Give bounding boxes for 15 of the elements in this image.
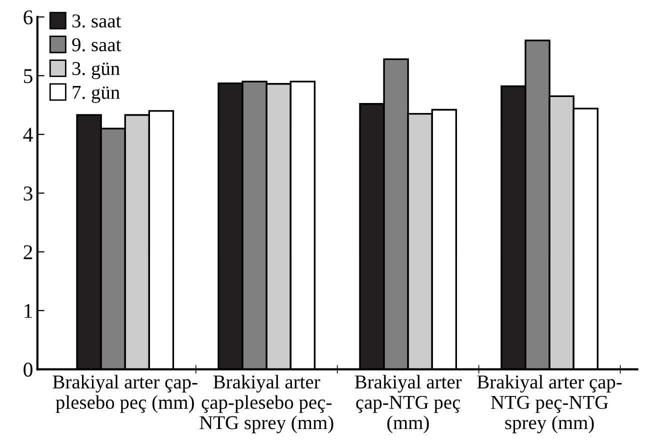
y-tick-label: 2 <box>24 245 32 260</box>
legend-label: 7. gün <box>72 86 120 103</box>
legend-label: 9. saat <box>72 38 122 52</box>
y-tick-label: 4 <box>23 128 33 142</box>
y-tick-label: 1 <box>24 304 32 318</box>
x-tick-label: Brakiyal arter çap-plesebo peç- NTG sprey (mm) <box>200 374 334 434</box>
legend-label: 3. saat <box>72 14 122 28</box>
y-tick-label: 3 <box>24 186 32 201</box>
legend-label: 3. gün <box>72 62 120 80</box>
x-tick-label: Brakiyal arter çap- plesebo peç (mm) <box>52 374 198 413</box>
x-tick-label: Brakiyal arter çap-NTG peç (mm) <box>354 374 462 434</box>
y-tick-label: 5 <box>24 69 32 84</box>
x-tick-label: Brakiyal arter çap- NTG peç-NTG sprey (mm) <box>477 374 622 434</box>
y-tick-label: 6 <box>24 10 33 24</box>
y-tick-label: 0 <box>24 362 32 377</box>
